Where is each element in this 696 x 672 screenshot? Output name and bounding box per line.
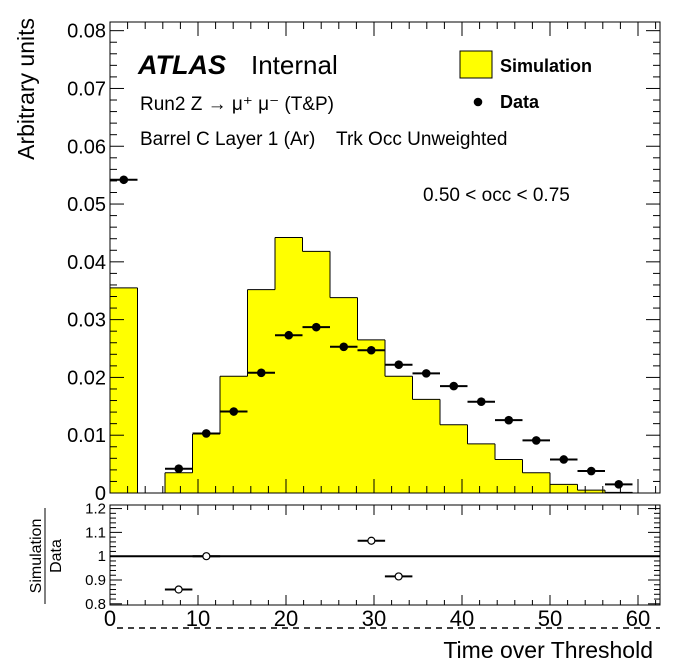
- data-point: [504, 415, 514, 425]
- ratio-y-tick-label: 0.8: [85, 596, 106, 613]
- ratio-ylabel-numerator: Simulation: [28, 519, 45, 594]
- x-tick-label: 20: [274, 606, 298, 631]
- x-tick-label: 60: [626, 606, 650, 631]
- simulation-bar: [165, 472, 193, 493]
- ratio-point: [367, 536, 376, 545]
- ratio-panel: 0.8 0.9 1 1.1 1.2 0 10 20 30 40 50 60 Simulation D…: [28, 501, 661, 663]
- ratio-frame: [109, 504, 661, 606]
- x-tick-labels: 0 10 20 30 40 50 60: [104, 606, 650, 631]
- y-tick-label: 0.08: [67, 21, 106, 43]
- ratio-point: [394, 572, 403, 581]
- data-point: [394, 360, 404, 370]
- simulation-bar: [330, 297, 358, 493]
- x-tick-label: 0: [104, 606, 116, 631]
- simulation-bar: [357, 339, 385, 493]
- simulation-bar: [275, 237, 303, 493]
- internal-label: Internal: [251, 50, 338, 80]
- legend-data-label: Data: [500, 92, 540, 112]
- ratio-axis-ticks: [110, 508, 660, 605]
- run-label: Run2 Z → μ⁺ μ⁻ (T&P): [140, 94, 334, 115]
- main-axis-ticks: [109, 22, 660, 605]
- x-tick-label: 30: [362, 606, 386, 631]
- simulation-bar: [550, 484, 578, 493]
- ratio-ylabel-denominator: Data: [48, 539, 65, 573]
- simulation-bar: [385, 376, 413, 493]
- data-point: [201, 429, 211, 438]
- data-point: [284, 330, 294, 340]
- legend: Simulation Data: [459, 50, 592, 112]
- data-point: [586, 466, 596, 476]
- data-point: [421, 369, 431, 378]
- y-tick-label: 0.04: [67, 252, 106, 274]
- x-tick-label: 50: [538, 606, 562, 631]
- region-label: Barrel C Layer 1 (Ar) Trk Occ Unweighted: [140, 129, 507, 150]
- x-tick-label: 40: [450, 606, 474, 631]
- data-point: [229, 407, 239, 416]
- ratio-y-tick-labels: 0.8 0.9 1 1.1 1.2: [85, 501, 106, 613]
- data-point: [339, 342, 349, 352]
- y-tick-label: 0.01: [67, 425, 106, 447]
- data-point: [531, 436, 541, 445]
- main-panel: 0 0.01 0.02 0.03 0.04 0.05 0.06 0.07 0.08 Arbitr…: [13, 18, 661, 605]
- simulation-bar: [522, 472, 550, 493]
- ratio-points: [164, 536, 413, 594]
- main-frame: [109, 21, 661, 494]
- y-axis-title: Arbitrary units: [13, 18, 39, 160]
- y-tick-label: 0.07: [67, 78, 106, 100]
- simulation-bar: [220, 376, 248, 493]
- y-tick-label: 0.02: [67, 367, 106, 389]
- data-point: [559, 455, 569, 464]
- simulation-bar: [440, 424, 468, 493]
- simulation-bar: [110, 287, 138, 493]
- ratio-y-tick-label: 1.2: [85, 501, 106, 518]
- legend-simulation-label: Simulation: [500, 56, 592, 76]
- simulation-bar: [467, 443, 495, 493]
- data-point: [366, 345, 376, 355]
- data-point: [119, 175, 129, 185]
- simulation-bar: [192, 434, 220, 493]
- data-point: [311, 322, 321, 332]
- simulation-bar: [577, 490, 605, 493]
- ratio-y-tick-label: 1.1: [85, 524, 106, 541]
- x-axis-title: Time over Threshold: [443, 637, 653, 663]
- y-tick-label: 0: [95, 483, 106, 505]
- legend-simulation-swatch: [459, 50, 493, 79]
- simulation-histogram: [109, 237, 633, 493]
- main-y-tick-labels: 0 0.01 0.02 0.03 0.04 0.05 0.06 0.07 0.08: [67, 21, 106, 505]
- ratio-point: [174, 585, 183, 594]
- data-points: [110, 175, 633, 489]
- legend-data-marker: [473, 97, 483, 107]
- y-tick-label: 0.03: [67, 310, 106, 332]
- data-point: [174, 464, 184, 474]
- data-point: [614, 480, 624, 489]
- ratio-y-tick-label: 0.9: [85, 572, 106, 589]
- ratio-point: [202, 552, 211, 561]
- data-point: [476, 397, 486, 406]
- atlas-label: ATLAS: [137, 50, 226, 80]
- y-tick-label: 0.05: [67, 194, 106, 216]
- y-tick-label: 0.06: [67, 136, 106, 158]
- simulation-bar: [412, 399, 440, 493]
- simulation-bar: [247, 289, 275, 493]
- simulation-bar: [302, 251, 330, 493]
- occupancy-label: 0.50 < occ < 0.75: [423, 185, 570, 206]
- ratio-y-tick-label: 1: [98, 548, 106, 565]
- x-tick-label: 10: [186, 606, 210, 631]
- data-point: [256, 368, 266, 378]
- data-point: [449, 381, 459, 391]
- simulation-bar: [495, 459, 523, 493]
